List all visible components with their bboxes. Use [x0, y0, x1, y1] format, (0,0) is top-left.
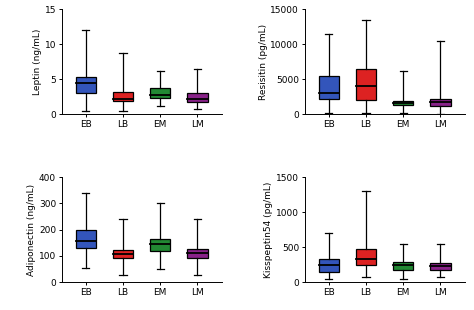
Y-axis label: Leptin (ng/mL): Leptin (ng/mL): [33, 29, 42, 95]
Bar: [356, 249, 376, 265]
Bar: [356, 69, 376, 100]
Y-axis label: Adiponectin (ng/mL): Adiponectin (ng/mL): [27, 184, 36, 276]
Bar: [75, 77, 96, 93]
Y-axis label: Kisspeptin54 (pg/mL): Kisspeptin54 (pg/mL): [264, 181, 273, 278]
Bar: [430, 99, 451, 106]
Bar: [187, 249, 208, 258]
Bar: [430, 263, 451, 269]
Bar: [393, 101, 413, 105]
Bar: [75, 230, 96, 248]
Bar: [113, 250, 133, 258]
Bar: [393, 262, 413, 269]
Bar: [150, 239, 170, 250]
Bar: [113, 92, 133, 101]
Bar: [319, 76, 339, 99]
Y-axis label: Resisitin (pg/mL): Resisitin (pg/mL): [258, 24, 267, 100]
Bar: [150, 88, 170, 98]
Bar: [319, 259, 339, 272]
Bar: [187, 93, 208, 102]
